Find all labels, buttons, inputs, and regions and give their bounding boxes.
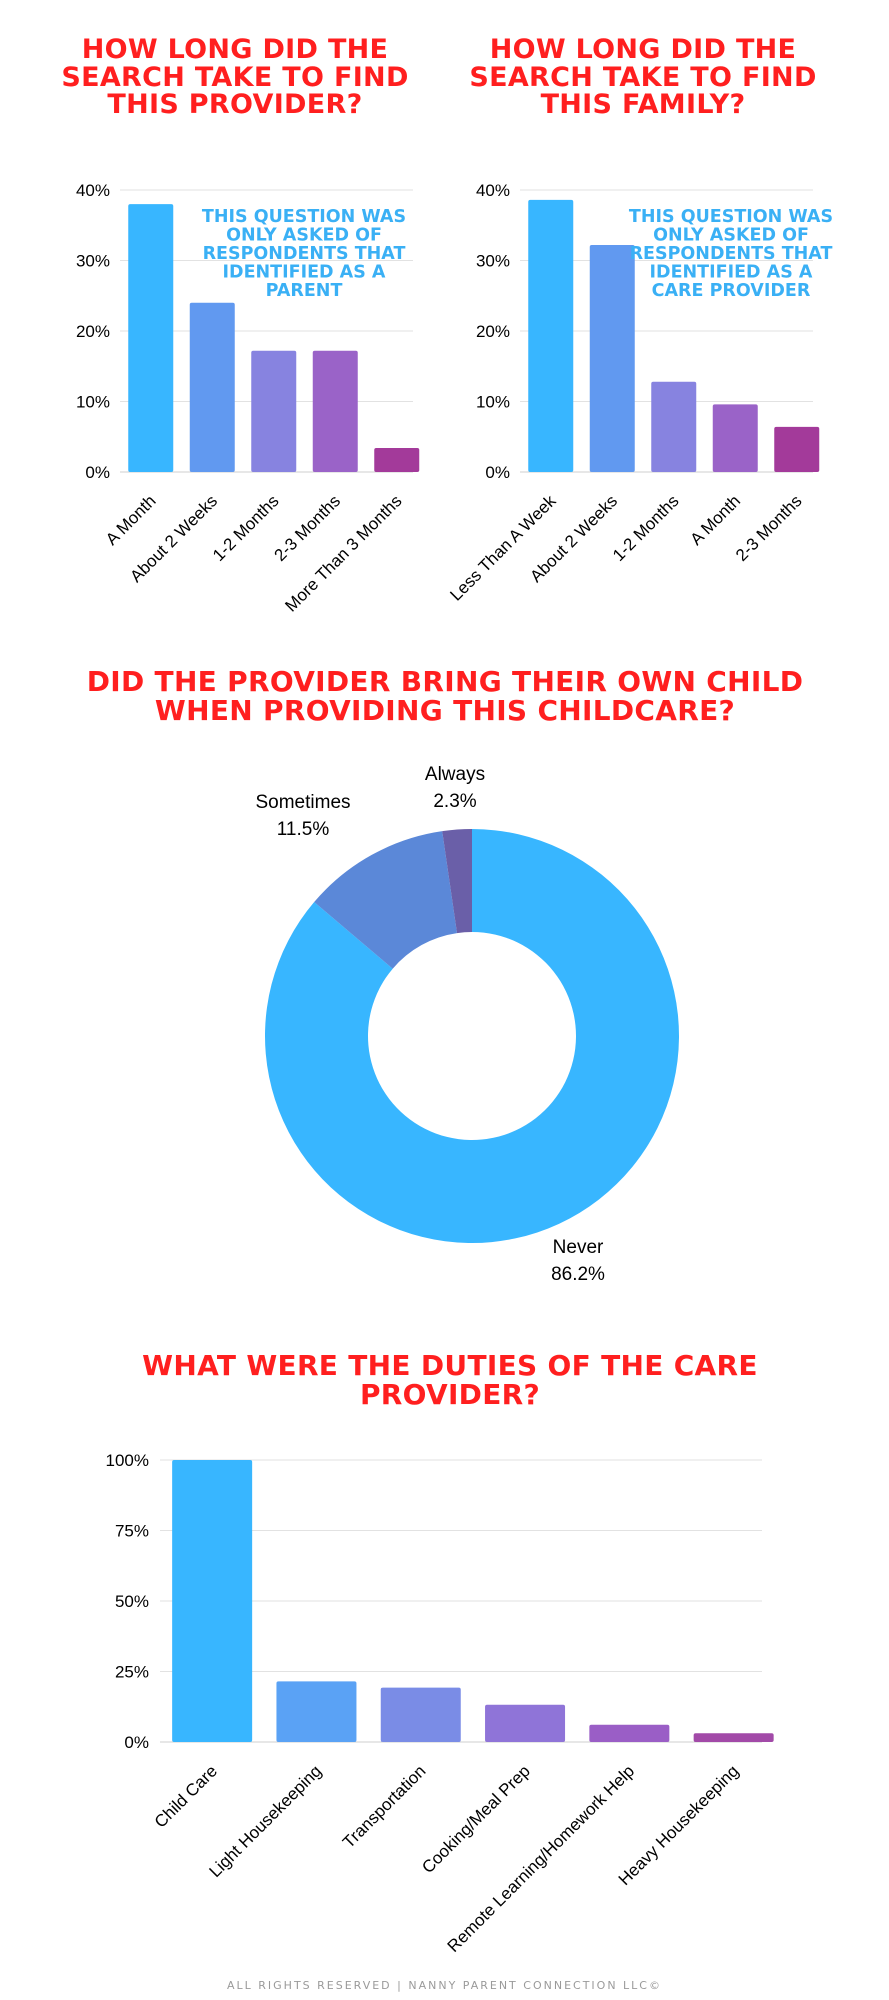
y-tick-label: 10% (476, 393, 510, 412)
y-tick-label: 100% (106, 1451, 149, 1470)
y-tick-label: 30% (76, 252, 110, 271)
bar-more-than-3-months (374, 448, 420, 472)
slice-label: Always (425, 764, 485, 785)
bar-1-2-months (251, 350, 297, 472)
x-tick-label: A Month (687, 491, 745, 549)
annotation-line: IDENTIFIED AS A (650, 263, 813, 283)
provider-search-title: HOW LONG DID THE SEARCH TAKE TO FIND THI… (61, 34, 409, 121)
slice-value: 2.3% (433, 791, 476, 812)
annotation-line: RESPONDENTS THAT (203, 244, 406, 264)
chart-annotation: THIS QUESTION WAS ONLY ASKED OF RESPONDENT… (629, 207, 833, 301)
bar-less-than-a-week (528, 199, 574, 472)
slice-value: 11.5% (277, 819, 330, 840)
chart-own-child-donut: Never 86.2% Sometimes 11.5% Always 2.3% (255, 764, 679, 1285)
y-tick-label: 75% (115, 1522, 149, 1541)
annotation-line: IDENTIFIED AS A (223, 263, 386, 283)
y-tick-label: 0% (124, 1733, 149, 1752)
bar-child-care (172, 1460, 253, 1742)
x-tick-label: Transportation (339, 1761, 429, 1851)
annotation-line: ONLY ASKED OF (226, 226, 382, 246)
family-search-title: HOW LONG DID THE SEARCH TAKE TO FIND THI… (469, 34, 817, 121)
bar-about-2-weeks (189, 302, 235, 472)
slice-never (264, 829, 679, 1244)
annotation-line: THIS QUESTION WAS (202, 207, 406, 227)
duties-title: WHAT WERE THE DUTIES OF THE CARE PROVIDE… (142, 1349, 758, 1411)
slice-label: Never (553, 1237, 604, 1258)
y-tick-label: 30% (476, 252, 510, 271)
x-tick-label: Child Care (151, 1761, 221, 1831)
y-tick-label: 40% (476, 181, 510, 200)
y-tick-label: 20% (76, 322, 110, 341)
x-tick-label: A Month (102, 491, 160, 549)
x-tick-label: Light Housekeeping (206, 1761, 326, 1881)
annotation-line: THIS QUESTION WAS (629, 207, 833, 227)
x-tick-label: More Than 3 Months (281, 491, 405, 615)
y-tick-label: 50% (115, 1592, 149, 1611)
bar-remote-learning-homework-help (589, 1724, 670, 1742)
slice-sometimes (314, 831, 458, 969)
slice-value: 86.2% (551, 1264, 605, 1285)
annotation-line: RESPONDENTS THAT (630, 244, 833, 264)
y-tick-label: 0% (485, 463, 510, 482)
bar-light-housekeeping (276, 1681, 357, 1742)
footer-copyright: ALL RIGHTS RESERVED | NANNY PARENT CONNE… (226, 1979, 662, 1992)
bar-2-3-months (312, 350, 358, 472)
y-tick-label: 0% (85, 463, 110, 482)
slice-always (442, 829, 472, 934)
x-tick-label: Heavy Housekeeping (615, 1761, 743, 1889)
bar-transportation (380, 1687, 461, 1742)
x-tick-label: Remote Learning/Homework Help (444, 1761, 638, 1955)
bar-a-month (128, 204, 174, 472)
bar-1-2-months (651, 381, 697, 472)
x-tick-label: Cooking/Meal Prep (418, 1761, 534, 1877)
annotation-line: PARENT (266, 281, 343, 301)
bar-cooking-meal-prep (485, 1704, 566, 1742)
chart-annotation: THIS QUESTION WAS ONLY ASKED OF RESPONDENT… (202, 207, 406, 301)
y-tick-label: 40% (76, 181, 110, 200)
y-tick-label: 10% (76, 393, 110, 412)
x-tick-label: 2-3 Months (732, 491, 806, 565)
bar-2-3-months (774, 426, 820, 472)
bar-heavy-housekeeping (693, 1733, 774, 1742)
annotation-line: ONLY ASKED OF (653, 226, 809, 246)
bar-about-2-weeks (589, 244, 635, 472)
x-tick-label: 1-2 Months (609, 491, 683, 565)
x-tick-label: Less Than A Week (446, 491, 560, 605)
own-child-title: DID THE PROVIDER BRING THEIR OWN CHILD W… (86, 665, 804, 727)
y-tick-label: 20% (476, 322, 510, 341)
annotation-line: CARE PROVIDER (652, 281, 811, 301)
y-tick-label: 25% (115, 1663, 149, 1682)
slice-label: Sometimes (255, 792, 350, 813)
bar-a-month (712, 404, 758, 472)
